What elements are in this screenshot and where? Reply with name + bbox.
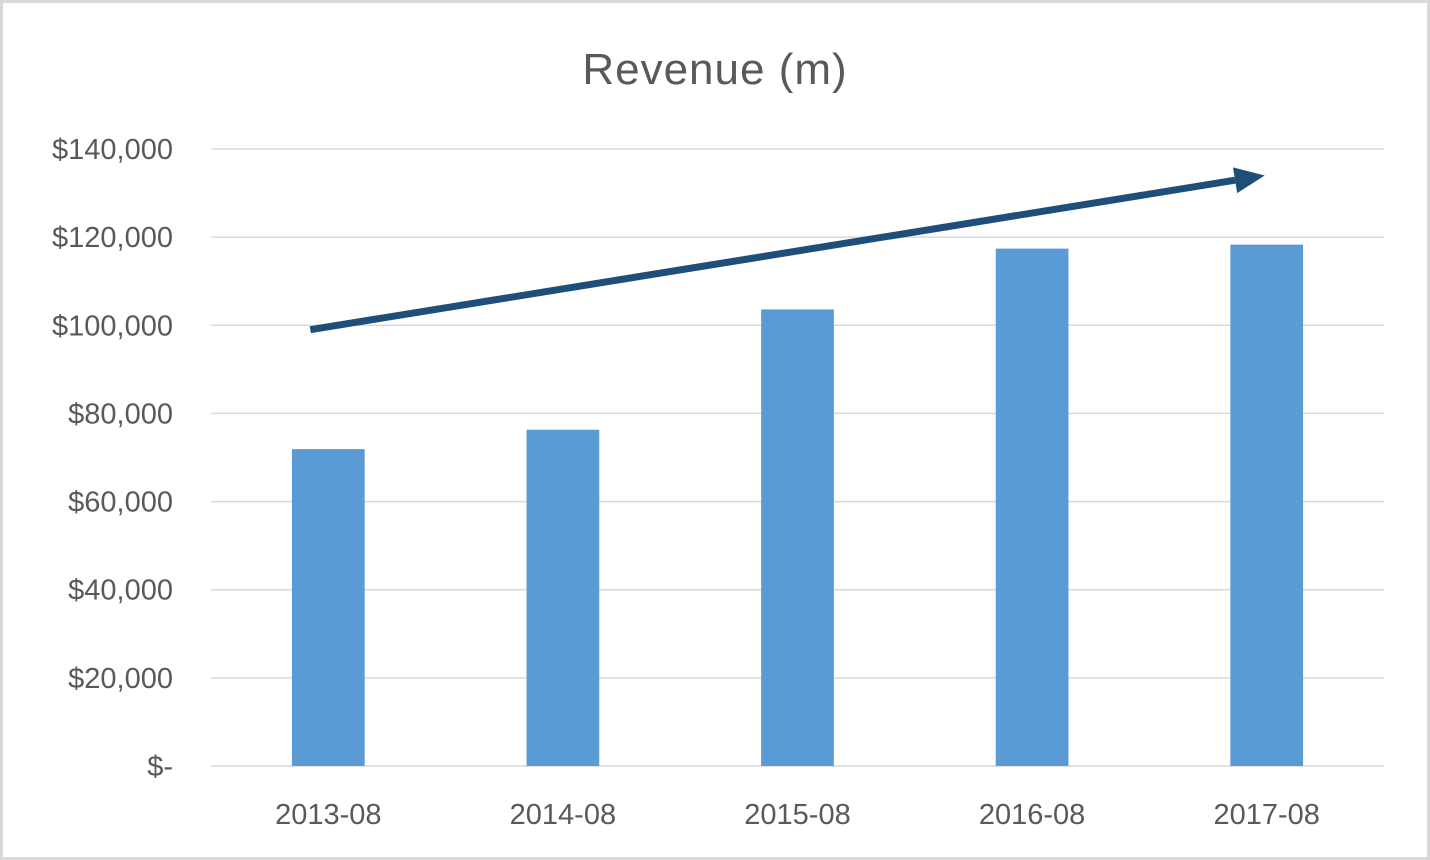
y-tick-label-5: $100,000 xyxy=(52,310,173,342)
y-tick-label-6: $120,000 xyxy=(52,222,173,254)
bar-2017-08 xyxy=(1230,244,1304,766)
y-tick-label-4: $80,000 xyxy=(68,398,173,430)
y-tick-label-3: $60,000 xyxy=(68,487,173,519)
bar-chart-plot: $- $20,000 $40,000 $60,000 $80,000 $100,000 $1… xyxy=(52,134,1384,831)
chart-title: Revenue (m) xyxy=(582,45,848,94)
x-tick-label-2: 2015-08 xyxy=(744,799,850,831)
bar-2016-08 xyxy=(995,248,1069,766)
x-tick-label-1: 2014-08 xyxy=(510,799,616,831)
trend-arrow-shaft-0 xyxy=(309,176,1236,334)
bar-2015-08 xyxy=(761,309,834,766)
bar-2014-08 xyxy=(526,429,600,766)
x-tick-label-0: 2013-08 xyxy=(275,799,381,831)
x-tick-label-4: 2017-08 xyxy=(1213,799,1319,831)
y-tick-label-7: $140,000 xyxy=(52,134,173,166)
y-tick-label-1: $20,000 xyxy=(68,663,173,695)
y-tick-label-2: $40,000 xyxy=(68,575,173,607)
bar-2013-08 xyxy=(291,449,365,766)
x-tick-label-3: 2016-08 xyxy=(979,799,1085,831)
trend-arrow-head-0 xyxy=(1233,167,1265,194)
y-tick-label-0: $- xyxy=(147,751,173,783)
